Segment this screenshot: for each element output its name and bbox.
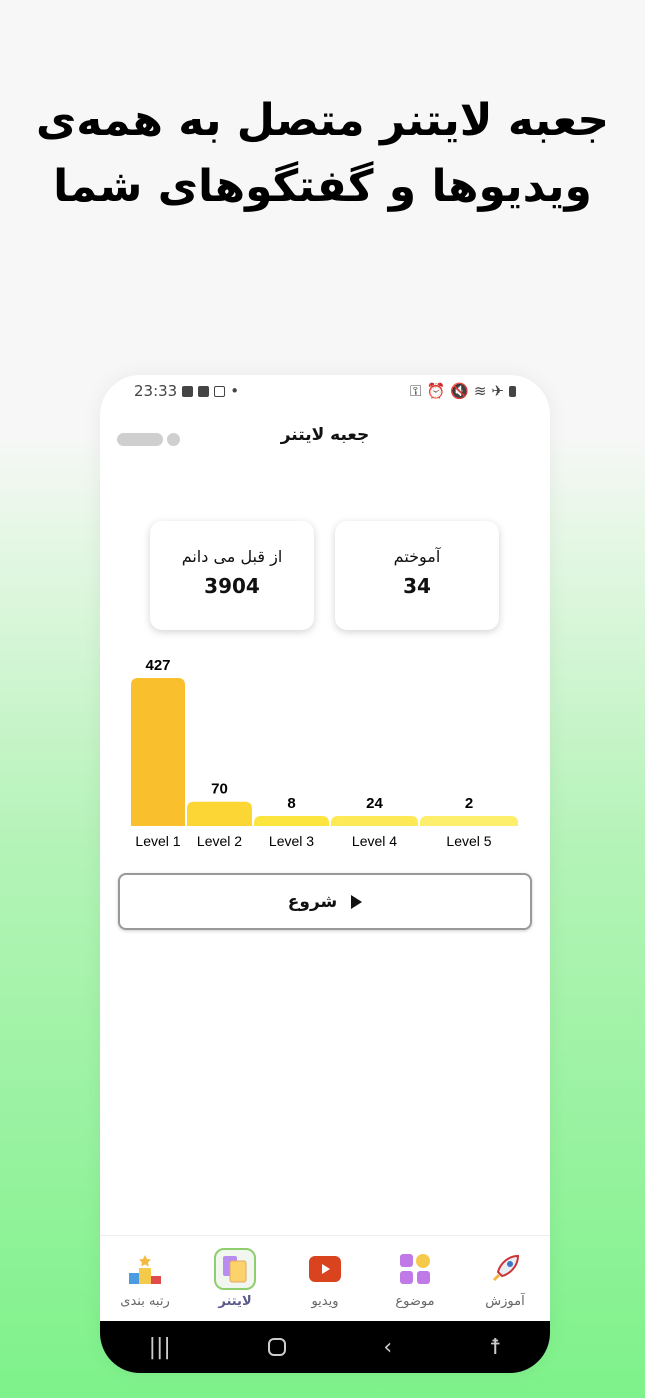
already-known-label: از قبل می دانم bbox=[181, 547, 283, 566]
level-bar-chart: 427 Level 1 70 Level 2 8 Level 3 24 Level 4 2 Lev… bbox=[131, 657, 518, 849]
battery-icon bbox=[509, 385, 516, 397]
bar-value-label: 24 bbox=[366, 795, 383, 812]
nav-label: موضوع bbox=[395, 1294, 435, 1309]
learned-card: آموختم 34 bbox=[335, 521, 499, 630]
status-bar: 23:33 • ⚿ ⏰ 🔇 ≋ ✈ bbox=[134, 381, 516, 401]
nav-item-video[interactable]: ویدیو bbox=[285, 1248, 365, 1309]
nav-label: ویدیو bbox=[311, 1294, 339, 1309]
alarm-icon: ⏰ bbox=[426, 382, 446, 400]
category-label: Level 3 bbox=[269, 833, 314, 849]
bar-5 bbox=[420, 816, 518, 826]
clock: 23:33 bbox=[134, 382, 178, 400]
category-label: Level 1 bbox=[135, 833, 180, 849]
youtube-icon bbox=[198, 385, 210, 397]
bar-2 bbox=[187, 801, 252, 826]
start-button[interactable]: شروع bbox=[118, 873, 532, 930]
bar-4 bbox=[331, 816, 418, 826]
bar-value-label: 8 bbox=[287, 795, 295, 812]
category-label: Level 5 bbox=[446, 833, 491, 849]
airplane-icon: ✈ bbox=[491, 382, 504, 400]
start-label: شروع bbox=[287, 891, 338, 912]
bar-1 bbox=[131, 678, 185, 826]
learned-label: آموختم bbox=[393, 547, 441, 566]
category-label: Level 4 bbox=[352, 833, 397, 849]
nav-item-topic[interactable]: موضوع bbox=[375, 1248, 455, 1309]
bar-value-label: 2 bbox=[465, 795, 473, 812]
toggle-pill[interactable] bbox=[117, 433, 163, 446]
image-icon bbox=[182, 385, 194, 397]
learned-value: 34 bbox=[403, 574, 431, 598]
headline: جعبه لایتنر متصل به همه‌ی ویدیوها و گفتگ… bbox=[0, 88, 645, 220]
vpn-key-icon: ⚿ bbox=[410, 382, 422, 400]
nav-item-ranking[interactable]: رتبه بندی bbox=[105, 1248, 185, 1309]
page-title: جعبه لایتنر bbox=[280, 425, 370, 445]
nav-label: آموزش bbox=[485, 1294, 525, 1309]
back-icon[interactable]: ‹ bbox=[383, 1334, 393, 1360]
home-icon[interactable] bbox=[268, 1338, 287, 1356]
toggle-dot[interactable] bbox=[167, 433, 180, 446]
nav-item-leitner[interactable]: لایتنر bbox=[195, 1248, 275, 1309]
system-nav-bar: ||| ‹ ☨ bbox=[100, 1321, 550, 1373]
grid-icon bbox=[394, 1248, 436, 1290]
nav-item-tutorial[interactable]: آموزش bbox=[465, 1248, 545, 1309]
mute-icon: 🔇 bbox=[450, 382, 469, 400]
play-icon bbox=[351, 894, 363, 909]
rocket-icon bbox=[484, 1248, 526, 1290]
bar-value-label: 427 bbox=[145, 657, 170, 674]
headline-line-2: ویدیوها و گفتگوهای شما bbox=[53, 161, 592, 212]
bottom-nav: آموزش موضوع ویدیو لایتنر رتبه بندی bbox=[100, 1235, 550, 1321]
dot-icon: • bbox=[230, 382, 240, 400]
recent-apps-icon[interactable]: ||| bbox=[148, 1334, 171, 1360]
accessibility-icon[interactable]: ☨ bbox=[489, 1334, 502, 1360]
nav-label: لایتنر bbox=[218, 1294, 252, 1309]
phone-screen: 23:33 • ⚿ ⏰ 🔇 ≋ ✈ جعبه لایتنر آموختم 34 … bbox=[100, 375, 550, 1373]
nav-label: رتبه بندی bbox=[120, 1294, 170, 1309]
already-known-card: از قبل می دانم 3904 bbox=[150, 521, 314, 630]
category-label: Level 2 bbox=[197, 833, 242, 849]
headline-line-1: جعبه لایتنر متصل به همه‌ی bbox=[35, 95, 610, 146]
already-known-value: 3904 bbox=[204, 574, 260, 598]
podium-icon bbox=[124, 1248, 166, 1290]
bar-3 bbox=[254, 816, 329, 826]
instagram-icon bbox=[214, 385, 226, 397]
cards-icon bbox=[214, 1248, 256, 1290]
bar-value-label: 70 bbox=[211, 781, 228, 798]
wifi-icon: ≋ bbox=[473, 382, 487, 400]
youtube-icon bbox=[304, 1248, 346, 1290]
